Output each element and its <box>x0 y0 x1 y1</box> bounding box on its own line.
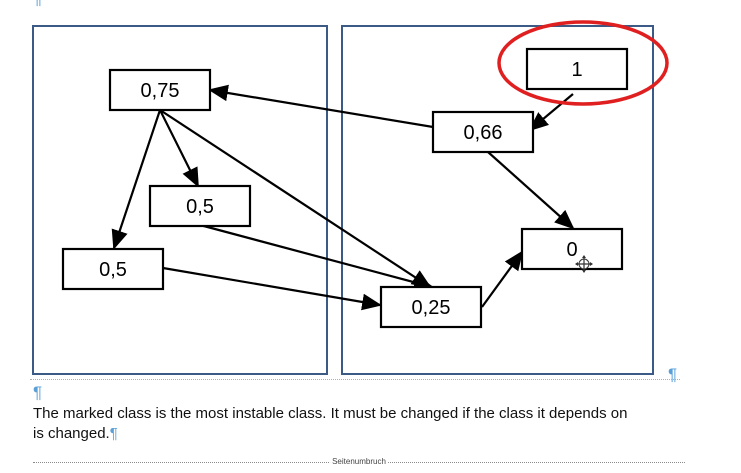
edge-075-to-05-middle <box>159 109 199 188</box>
node-05-left-label: 0,5 <box>99 259 127 281</box>
page-break-label: Seitenumbruch <box>330 456 388 468</box>
node-025: 0,25 <box>379 285 483 329</box>
edge-066-to-075 <box>208 84 434 129</box>
node-1: 1 <box>525 47 629 91</box>
move-cursor-icon <box>575 255 593 273</box>
left-package-frame <box>32 25 328 375</box>
node-1-label: 1 <box>571 59 582 81</box>
node-0-label: 0 <box>566 239 577 261</box>
node-025-label: 0,25 <box>412 297 451 319</box>
page-break: Seitenumbruch <box>33 455 685 469</box>
paragraph-mark-top: ¶ <box>33 0 42 7</box>
node-075: 0,75 <box>108 68 212 112</box>
edge-05-left-to-025 <box>162 266 382 311</box>
edge-075-to-05-left <box>111 109 162 250</box>
edge-025-to-0 <box>481 250 524 308</box>
right-package-frame <box>341 25 654 375</box>
node-0[interactable]: 0 <box>520 227 624 271</box>
paragraph-mark-end: ¶ <box>109 425 118 442</box>
edge-05-middle-to-025 <box>199 223 434 291</box>
node-05-middle-label: 0,5 <box>186 196 214 218</box>
highlight-ellipse <box>497 20 669 106</box>
node-075-label: 0,75 <box>141 80 180 102</box>
edge-075-to-025 <box>159 109 432 289</box>
node-05-left: 0,5 <box>61 247 165 291</box>
section-rule <box>30 379 680 380</box>
paragraph-mark-empty: ¶ <box>33 383 43 402</box>
edge-1-to-066 <box>528 93 574 132</box>
paragraph-mark-right: ¶ <box>668 365 678 384</box>
caption-paragraph: The marked class is the most instable cl… <box>33 404 633 444</box>
node-066: 0,66 <box>431 110 535 154</box>
node-066-label: 0,66 <box>464 122 503 144</box>
dependency-diagram: 0,75 0,66 1 0,5 0,5 0,25 0 <box>32 20 669 375</box>
caption-text: The marked class is the most instable cl… <box>33 405 628 442</box>
edge-066-to-0 <box>487 151 575 230</box>
node-05-middle: 0,5 <box>148 184 252 228</box>
